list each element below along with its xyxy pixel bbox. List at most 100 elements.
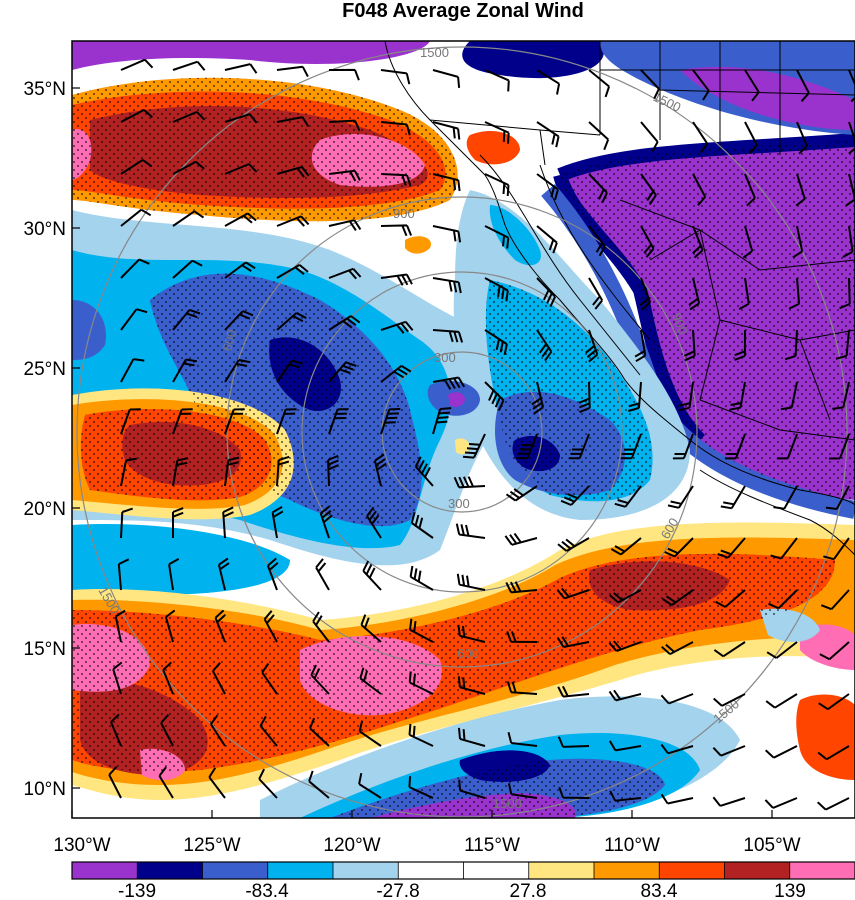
colorbar-label: -27.8 bbox=[376, 881, 419, 900]
wind-barb bbox=[328, 119, 361, 132]
wind-barb bbox=[172, 457, 189, 487]
wind-barb bbox=[358, 720, 382, 747]
colorbar-label: 139 bbox=[774, 881, 806, 900]
field-yellow-eye bbox=[455, 438, 470, 455]
wind-barb bbox=[788, 277, 801, 310]
wind-barb bbox=[634, 329, 647, 363]
stipple-south bbox=[72, 553, 835, 772]
wind-barb bbox=[458, 779, 486, 799]
wind-barb bbox=[380, 273, 413, 286]
wind-barb bbox=[628, 381, 642, 412]
wind-barb bbox=[455, 523, 486, 539]
wind-barb bbox=[380, 320, 414, 334]
wind-barb bbox=[557, 685, 590, 698]
wind-barb bbox=[212, 662, 226, 695]
wind-barb bbox=[692, 225, 704, 259]
wind-barb bbox=[738, 277, 750, 310]
wind-barb bbox=[558, 786, 590, 799]
wind-barb bbox=[328, 267, 362, 280]
wind-barb bbox=[224, 310, 254, 331]
wind-barb bbox=[560, 485, 590, 506]
colorbar-label: -139 bbox=[118, 881, 156, 900]
colorbar-swatch bbox=[658, 861, 726, 880]
wind-barb bbox=[408, 776, 434, 799]
wind-barb bbox=[742, 225, 754, 259]
wind-barb bbox=[744, 69, 760, 102]
wind-barb bbox=[765, 745, 798, 759]
wind-barb bbox=[639, 277, 652, 311]
wind-barb bbox=[796, 121, 808, 155]
wind-barb bbox=[484, 121, 510, 144]
wind-barb bbox=[768, 589, 798, 610]
wind-barb bbox=[585, 329, 599, 363]
wind-barb bbox=[217, 557, 230, 591]
field-darkblue-top bbox=[462, 41, 604, 79]
wind-barb bbox=[266, 557, 279, 591]
wind-barb bbox=[614, 485, 642, 508]
wind-barb bbox=[210, 714, 226, 747]
stipple-far-south bbox=[330, 758, 665, 818]
field-purple-top-right bbox=[680, 66, 855, 130]
wind-barb bbox=[160, 714, 174, 747]
wind-barb bbox=[664, 537, 694, 558]
wind-barb bbox=[172, 507, 184, 538]
mainland-coast-south bbox=[699, 469, 855, 556]
wind-barb bbox=[712, 745, 746, 757]
wind-barb bbox=[484, 381, 505, 411]
wind-barb bbox=[578, 381, 591, 414]
wind-barb bbox=[678, 381, 694, 412]
field-blue-west-edge bbox=[72, 300, 106, 360]
field-cyan-band-18n bbox=[72, 524, 290, 595]
wind-barb bbox=[380, 365, 412, 383]
wind-barb bbox=[328, 361, 357, 383]
lat-tick-label: 10°N bbox=[24, 779, 66, 800]
map-title: F048 Average Zonal Wind bbox=[342, 0, 584, 22]
wind-barb bbox=[224, 261, 256, 279]
wind-barb bbox=[504, 532, 538, 546]
wind-barb bbox=[660, 743, 694, 755]
wind-barb bbox=[692, 121, 709, 154]
wind-barb bbox=[835, 329, 850, 360]
wind-barb bbox=[276, 455, 290, 487]
wind-barb bbox=[505, 581, 538, 594]
wind-barb bbox=[380, 224, 413, 237]
wind-barb bbox=[795, 173, 806, 207]
wind-barb bbox=[208, 767, 226, 799]
wind-barb bbox=[720, 485, 746, 510]
wind-barb bbox=[117, 558, 130, 591]
wind-barb bbox=[848, 69, 855, 103]
ring-label: 300 bbox=[448, 496, 470, 511]
wind-barb bbox=[819, 641, 850, 661]
wind-barb bbox=[276, 408, 297, 435]
wind-barb bbox=[713, 641, 746, 658]
wind-barb bbox=[660, 793, 694, 805]
wind-barb bbox=[817, 745, 850, 761]
wind-barb bbox=[380, 121, 411, 136]
wind-barb bbox=[734, 329, 746, 361]
stipple-west-mid bbox=[80, 408, 272, 501]
wind-barb bbox=[713, 693, 746, 707]
longitude-axis: 130°W 125°W 120°W 115°W 110°W 105°W bbox=[53, 810, 801, 856]
colorbar-swatch bbox=[136, 861, 204, 880]
wind-barb bbox=[409, 565, 434, 591]
wind-barb bbox=[692, 69, 710, 101]
wind-barb bbox=[172, 408, 193, 435]
ring-label: 1500 bbox=[420, 45, 449, 60]
ring-label: 1500 bbox=[493, 796, 522, 811]
wind-barb bbox=[484, 225, 510, 249]
wind-barb bbox=[172, 110, 206, 123]
range-ring-labels: 300 300 600 600 600 900 900 1500 1500 15… bbox=[95, 45, 742, 811]
ring-label: 600 bbox=[457, 646, 479, 661]
wind-barb bbox=[432, 121, 461, 140]
wind-barb bbox=[258, 768, 278, 799]
wind-barb bbox=[608, 640, 642, 653]
colorbar-swatches bbox=[71, 861, 855, 880]
wind-barb bbox=[780, 381, 798, 411]
wind-barb bbox=[773, 485, 798, 510]
wind-barb bbox=[432, 407, 452, 435]
wind-barb bbox=[408, 723, 434, 747]
colorbar-swatch bbox=[202, 861, 269, 880]
wind-barb bbox=[842, 225, 854, 258]
wind-barb bbox=[818, 693, 850, 711]
wind-barb bbox=[667, 485, 694, 509]
